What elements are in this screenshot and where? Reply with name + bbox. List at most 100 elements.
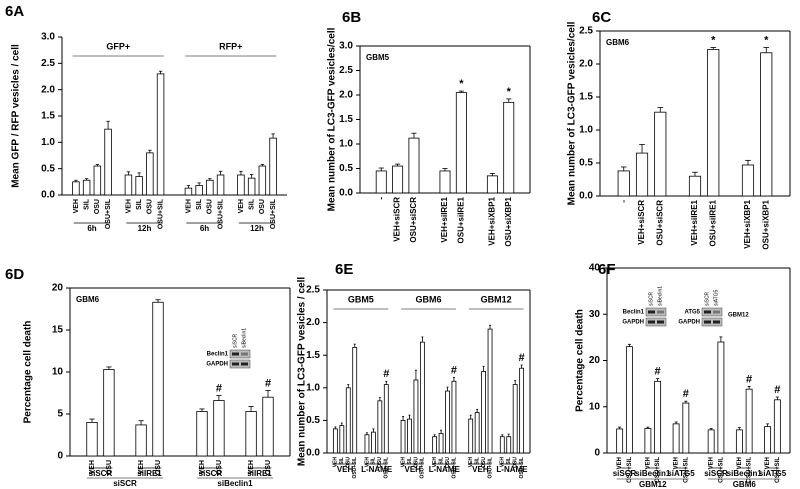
bar [269,137,277,196]
y-tick-label: 1.5 [579,92,593,103]
bar [247,177,256,196]
bar [672,423,680,454]
y-tick-label: 1.0 [579,125,593,136]
bar [499,436,505,454]
section-label: GBM12 [639,480,667,489]
bar [741,164,755,197]
y-tick-label: 3.0 [41,32,55,43]
bar [332,428,338,454]
bar [654,380,662,454]
blot-band [648,320,655,324]
y-tick-label: 5 [57,409,63,420]
y-tick-label: 10 [52,367,64,378]
bar [439,170,451,194]
bar-label: VEH [185,199,192,213]
group-label: siSCR [89,469,113,478]
bar [717,341,725,454]
group-label: siBeclin1 [635,469,671,478]
panel-label: 6A [5,3,24,20]
bar [519,367,525,454]
bar [506,436,512,454]
significance-marker: * [764,34,769,46]
group-label: VEH [337,465,354,474]
significance-marker: # [655,365,661,377]
bar [103,369,115,457]
bar-label: OSU+siIRE1 [708,199,717,246]
blot-band [704,320,711,324]
bar-label: VEH [737,457,743,469]
y-tick-label: 0.0 [41,190,55,201]
bar [258,165,267,196]
group-label: L-NAME [361,465,393,474]
bar [213,400,225,457]
significance-marker: # [746,373,752,385]
y-tick-label: 0.5 [579,158,593,169]
bar-label: OSU+SIL [270,198,277,229]
y-tick-label: 1.5 [306,350,320,361]
bar [451,380,457,454]
blot-label: GBM12 [728,313,749,319]
bar [345,387,351,454]
bar-label: OSU+SIL [451,457,457,479]
panel-label: 6E [335,261,353,278]
bar-label: VEH+siXBP1 [488,196,497,245]
bar [352,346,358,454]
blot-band [648,310,655,314]
group-label: 12h [250,224,264,233]
y-tick-label: 0 [57,451,63,462]
y-axis-label: Mean number of LC3-GFP vesicles/cell [327,27,338,211]
bar [245,411,257,457]
bar [635,152,649,197]
bar [339,425,345,454]
y-tick-label: 0.5 [306,415,320,426]
blot-lane-label: siSCR [648,291,654,306]
bar-label: SIL [83,198,90,210]
bar-label: OSU+SIL [105,198,112,229]
bar-label: OSU [216,460,223,475]
bar-label: OSU+SIL [352,457,358,479]
bar-label: VEH+siSCR [393,197,402,242]
y-tick-label: 30 [589,309,601,320]
significance-marker: * [711,34,716,46]
blot-lane-label: siSCR [704,291,710,306]
panel-annotation: GBM6 [606,38,630,47]
bar-label: - [376,197,385,200]
bar [195,185,203,196]
bar [773,399,781,454]
section-label: GBM12 [481,294,512,304]
blot-row-label: GAPDH [678,320,700,326]
y-axis-label: Mean number of LC3-GFP vesicles / cell [297,277,308,467]
group-label: siIRE1 [247,469,272,478]
bar [487,328,493,454]
blot-lane-label: siATG5 [713,289,719,306]
blot-band [713,310,720,314]
bar-label: OSU [259,199,266,214]
blot-band [713,320,720,324]
y-axis-label: Mean number of LC3-GFP vesicles/cell [567,21,578,205]
section-label: siSCR [113,479,137,488]
bar [82,179,91,196]
bar [124,174,133,196]
bar-label: OSU+SIL [157,198,164,229]
bar-label: OSU+SIL [775,457,781,483]
significance-marker: * [507,86,512,98]
bar [625,346,633,454]
bar [135,424,147,457]
bar [206,179,214,196]
bar-label: OSU [94,199,101,214]
bar [486,175,498,194]
y-tick-label: 2.0 [339,90,353,101]
y-tick-label: 2.5 [41,58,55,69]
bar [237,174,245,196]
group-label: 12h [138,224,152,233]
blot-row-label: GAPDH [622,320,644,326]
y-tick-label: 1.0 [306,382,320,393]
bar-label: OSU [346,457,352,468]
blot-row-label: Beclin1 [623,310,645,316]
bar-label: VEH [674,457,680,469]
bar [364,434,370,454]
group-label: siIRE1 [137,469,162,478]
y-tick-label: 2.0 [579,59,593,70]
bar-label: SIL [196,198,203,210]
